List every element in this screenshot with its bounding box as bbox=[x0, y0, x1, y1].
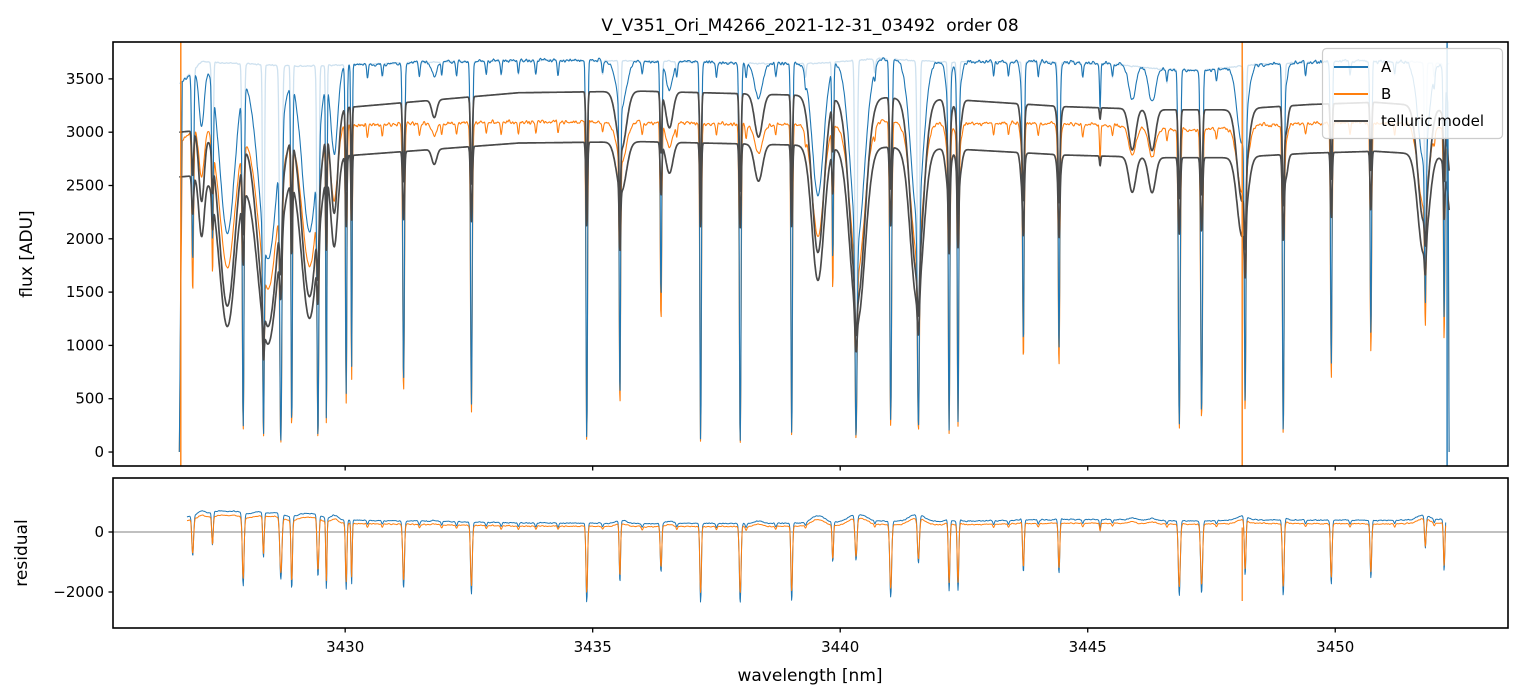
residual-panel-frame bbox=[112, 477, 1509, 629]
residual-y-tick-label: −2000 bbox=[53, 583, 104, 601]
legend: A B telluric model bbox=[1321, 47, 1504, 140]
residual-panel-curves bbox=[113, 510, 1508, 603]
flux-y-tick-label: 1500 bbox=[66, 283, 104, 301]
curve-A bbox=[178, 57, 1450, 453]
flux-y-axis-label: flux [ADU] bbox=[17, 210, 37, 297]
curve-residual-B bbox=[186, 514, 1447, 593]
flux-y-tick-label: 0 bbox=[94, 443, 104, 461]
x-tick-label: 3450 bbox=[1316, 638, 1354, 656]
residual-y-axis-label: residual bbox=[12, 519, 32, 586]
x-axis-label: wavelength [nm] bbox=[737, 666, 882, 686]
curve-telluric-model-B bbox=[178, 140, 1450, 361]
legend-box bbox=[1321, 47, 1504, 140]
x-tick-label: 3440 bbox=[821, 638, 859, 656]
residual-y-tick-label: 0 bbox=[94, 523, 104, 541]
flux-y-tick-label: 3500 bbox=[66, 70, 104, 88]
flux-y-tick-label: 2500 bbox=[66, 177, 104, 195]
flux-y-tick-label: 3000 bbox=[66, 123, 104, 141]
legend-label-telluric-model: telluric model bbox=[1381, 112, 1484, 130]
plot-title: V_V351_Ori_M4266_2021-12-31_03492 order … bbox=[601, 16, 1018, 36]
curve-telluric-model-A bbox=[178, 90, 1450, 346]
flux-y-tick-label: 1000 bbox=[66, 336, 104, 354]
flux-panel-curves bbox=[178, 42, 1450, 466]
x-tick-label: 3430 bbox=[326, 638, 364, 656]
flux-y-tick-label: 2000 bbox=[66, 230, 104, 248]
flux-panel-frame bbox=[112, 41, 1509, 467]
curve-residual-A bbox=[186, 510, 1447, 603]
legend-label-A: A bbox=[1381, 58, 1392, 76]
x-tick-label: 3435 bbox=[574, 638, 612, 656]
flux-y-tick-label: 500 bbox=[75, 390, 104, 408]
x-tick-label: 3445 bbox=[1069, 638, 1107, 656]
legend-label-B: B bbox=[1381, 85, 1391, 103]
axis-ticks: 3430 3435 3440 3445 3450 0 500 1000 1500 2000 2500… bbox=[53, 70, 1354, 656]
